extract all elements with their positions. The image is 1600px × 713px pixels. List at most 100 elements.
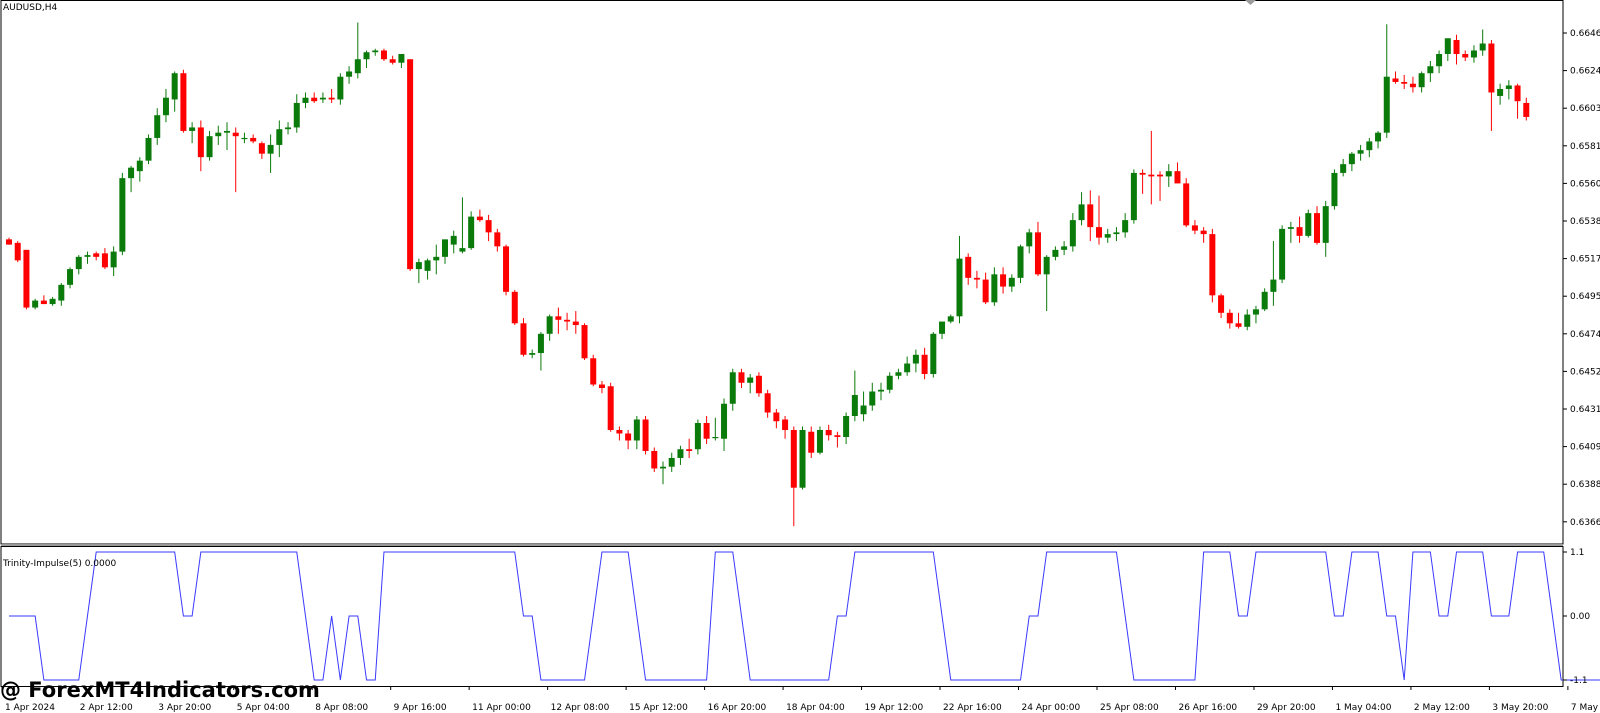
candle [808, 426, 815, 458]
candle-body [49, 298, 56, 305]
candle [1244, 309, 1251, 331]
candle [790, 426, 797, 527]
candle [494, 228, 501, 252]
candle [250, 134, 257, 144]
candle-body [398, 53, 405, 63]
candle [1061, 241, 1068, 256]
candle-body [773, 412, 780, 422]
candle [1235, 312, 1242, 329]
candle [224, 122, 230, 151]
candle [476, 209, 483, 222]
candle-body [1017, 246, 1024, 278]
candle-body [607, 386, 614, 430]
candle-body [1453, 39, 1460, 54]
candle-body [1383, 76, 1390, 133]
candle-body [494, 232, 501, 247]
candle-body [546, 316, 553, 334]
candle [180, 69, 187, 133]
candle-body [1462, 53, 1469, 58]
candle [834, 431, 841, 448]
candle [904, 356, 911, 376]
candle [939, 321, 946, 340]
candle-body [939, 321, 946, 334]
candle-body [790, 429, 797, 488]
candle [1096, 195, 1102, 245]
price-tick-label: 0.64095 [1570, 443, 1600, 453]
candle-body [851, 395, 858, 416]
candle-body [721, 403, 728, 439]
candle [398, 53, 405, 68]
price-tick-label: 0.66245 [1570, 67, 1600, 77]
candle [503, 244, 510, 296]
candle-body [162, 97, 169, 116]
price-tick-label: 0.63665 [1570, 518, 1600, 528]
candle-body [110, 251, 117, 268]
candle-body [816, 429, 823, 453]
candle-body [965, 256, 972, 278]
candle-body [1026, 232, 1033, 247]
price-tick-label: 0.64525 [1570, 367, 1600, 377]
candle [1078, 192, 1085, 226]
candle-body [1069, 220, 1076, 247]
symbol-title: AUDUSD,H4 [3, 3, 58, 13]
candle [782, 415, 789, 439]
candle-body [886, 375, 893, 390]
candle-body [1209, 234, 1216, 296]
candle [136, 157, 143, 182]
watermark: @ ForexMT4Indicators.com [0, 678, 320, 702]
shift-marker-icon[interactable] [1245, 0, 1256, 5]
candle-body [75, 256, 82, 270]
time-tick-label: 24 Apr 00:00 [1022, 703, 1081, 713]
candle-body [1261, 291, 1268, 310]
candle [843, 412, 850, 444]
candle-body [1244, 314, 1251, 327]
candle [1069, 213, 1076, 252]
time-tick-label: 26 Apr 16:00 [1178, 703, 1237, 713]
candle-body [1427, 66, 1434, 74]
candle [1113, 227, 1120, 242]
candle [633, 415, 640, 450]
candle [32, 298, 39, 310]
indicator-tick-label: 0.00 [1570, 612, 1590, 622]
candle [346, 66, 353, 84]
candle [869, 382, 876, 411]
candle [511, 290, 518, 326]
candle-body [380, 50, 387, 60]
candle [1418, 71, 1425, 93]
candle [215, 125, 222, 145]
candle-body [1322, 206, 1329, 243]
candle-body [1287, 227, 1294, 229]
candle [973, 270, 980, 289]
candle [319, 92, 326, 103]
candle [1340, 158, 1347, 177]
candle [424, 258, 431, 280]
candle [1453, 34, 1460, 65]
candle-body [564, 319, 571, 322]
candle-body [241, 137, 248, 140]
candle-body [67, 269, 74, 285]
candle [49, 297, 56, 306]
time-tick-label: 18 Apr 04:00 [786, 703, 845, 713]
candle-body [529, 353, 536, 355]
candle [1331, 169, 1338, 210]
candle-body [293, 102, 300, 128]
candle [721, 398, 728, 451]
candle [23, 249, 30, 310]
candle-body [346, 71, 353, 77]
candle-body [1296, 227, 1303, 236]
candle-body [799, 429, 806, 488]
candle [75, 255, 82, 275]
candle [363, 50, 370, 68]
candle [84, 251, 91, 264]
candle-body [180, 73, 187, 131]
candle [912, 349, 919, 373]
candle-body [468, 216, 475, 249]
candle-body [738, 372, 745, 383]
candle-body [1305, 213, 1312, 236]
candle-body [764, 393, 771, 413]
candle-body [1008, 277, 1015, 287]
candle [529, 349, 536, 359]
